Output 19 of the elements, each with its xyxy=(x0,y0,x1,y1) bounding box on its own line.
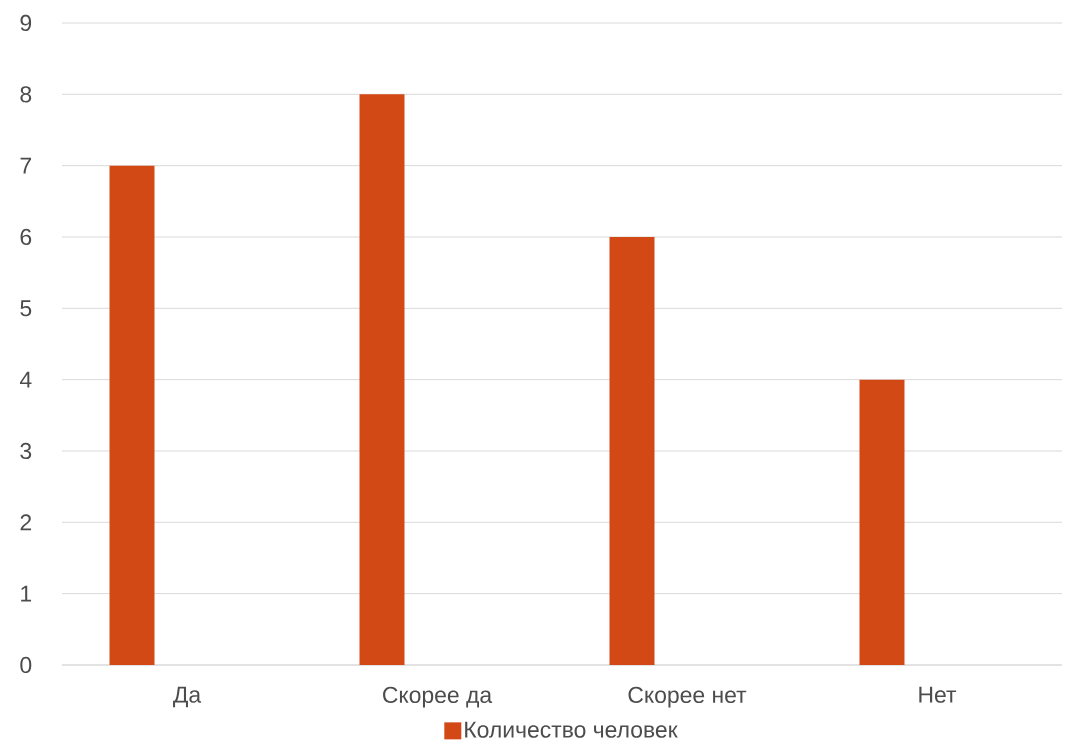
bar xyxy=(859,379,905,665)
bar xyxy=(359,94,405,665)
y-tick-label: 0 xyxy=(20,656,32,674)
y-tick-label: 8 xyxy=(20,86,32,103)
x-tick-label: Скорее нет xyxy=(628,686,747,708)
y-tick-label: 7 xyxy=(20,157,32,174)
y-tick-label: 4 xyxy=(19,371,32,388)
y-tick-label: 9 xyxy=(20,14,32,32)
x-tick-label: Да xyxy=(173,686,202,708)
y-tick-label: 3 xyxy=(20,442,32,460)
legend-label: Количество человек xyxy=(465,721,678,738)
y-tick-label: 6 xyxy=(20,228,32,246)
y-tick-label: 1 xyxy=(21,585,32,602)
x-tick-label: Скорее да xyxy=(383,686,493,708)
bar xyxy=(109,165,155,665)
bar xyxy=(609,236,655,665)
y-tick-label: 5 xyxy=(20,300,32,317)
y-tick-label: 2 xyxy=(20,514,32,531)
x-tick-label: Нет xyxy=(919,686,957,703)
